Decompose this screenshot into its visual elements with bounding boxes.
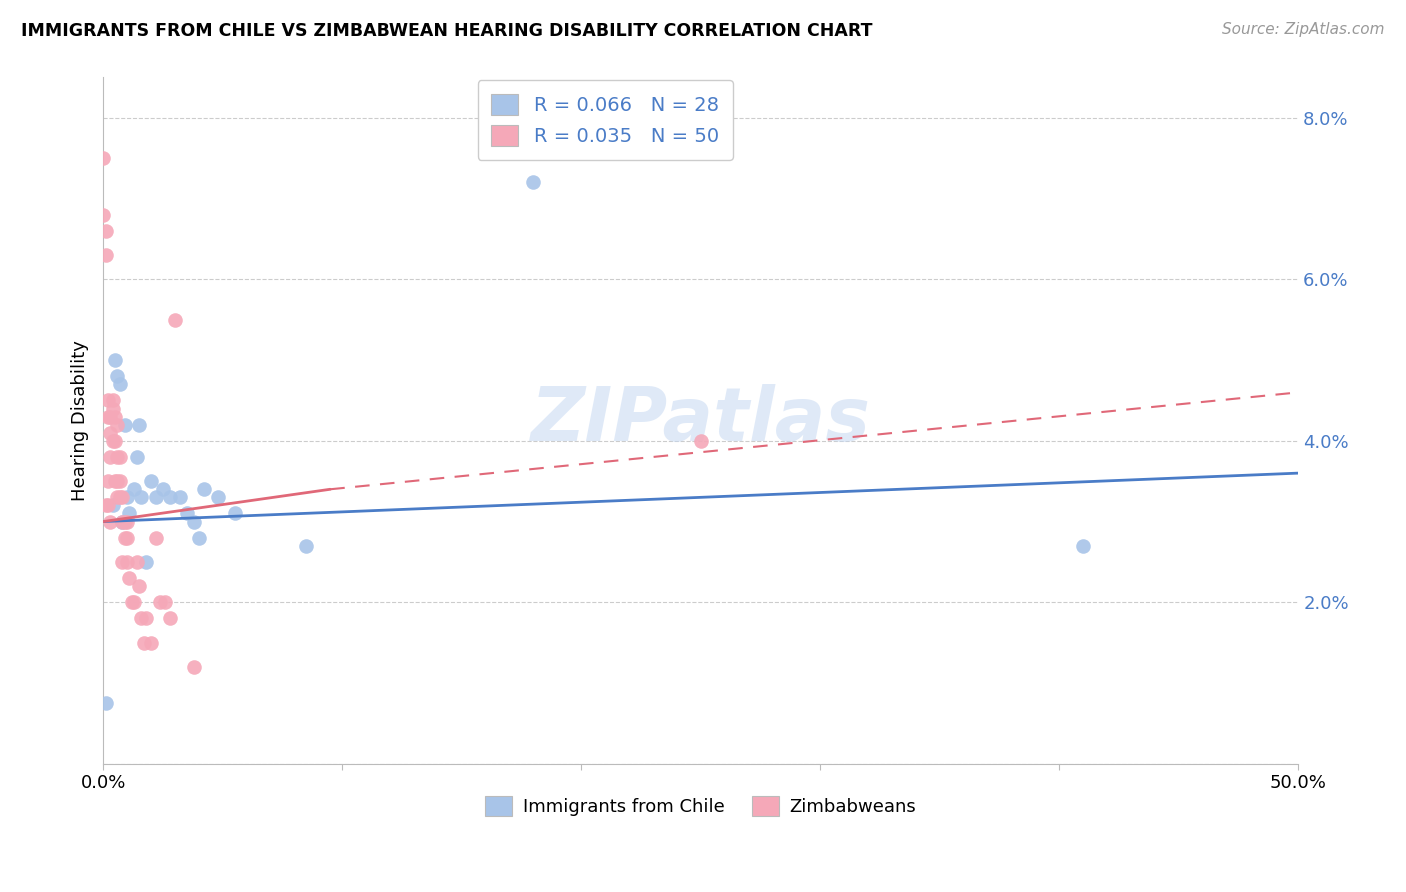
Point (183, 515, 205, 529)
Point (94, 224, 117, 238)
Point (111, 555, 134, 569)
Point (111, 515, 134, 529)
Point (91, 151, 114, 165)
Point (101, 434, 124, 448)
Point (94, 499, 117, 513)
Point (132, 636, 155, 650)
Point (114, 515, 136, 529)
Point (114, 417, 136, 432)
Point (115, 555, 138, 569)
Point (159, 611, 181, 625)
Point (155, 595, 177, 609)
Point (101, 401, 124, 416)
Point (108, 491, 131, 505)
Point (135, 611, 157, 625)
Point (145, 491, 167, 505)
Point (131, 491, 153, 505)
Point (131, 611, 153, 625)
Text: IMMIGRANTS FROM CHILE VS ZIMBABWEAN HEARING DISABILITY CORRELATION CHART: IMMIGRANTS FROM CHILE VS ZIMBABWEAN HEAR… (21, 22, 873, 40)
Point (122, 483, 145, 497)
Point (101, 393, 124, 408)
Point (114, 531, 136, 545)
Text: ZIPatlas: ZIPatlas (530, 384, 870, 457)
Point (104, 353, 127, 368)
Point (115, 531, 138, 545)
Point (193, 483, 215, 497)
Point (104, 434, 127, 448)
Point (94, 248, 117, 262)
Point (139, 636, 162, 650)
Point (149, 595, 172, 609)
Point (128, 417, 150, 432)
Point (159, 491, 181, 505)
Point (121, 595, 143, 609)
Point (98, 409, 121, 424)
Point (183, 660, 205, 674)
Point (107, 417, 129, 432)
Point (522, 176, 544, 190)
Text: Source: ZipAtlas.com: Source: ZipAtlas.com (1222, 22, 1385, 37)
Point (207, 491, 229, 505)
Point (135, 555, 157, 569)
Point (107, 491, 129, 505)
Point (295, 539, 318, 553)
Point (115, 515, 138, 529)
Point (108, 377, 131, 392)
Point (118, 507, 141, 521)
Point (111, 515, 134, 529)
Point (118, 571, 141, 585)
Point (97, 499, 120, 513)
Legend: Immigrants from Chile, Zimbabweans: Immigrants from Chile, Zimbabweans (478, 789, 924, 823)
Point (108, 474, 131, 488)
Point (152, 483, 174, 497)
Point (187, 531, 209, 545)
Point (224, 507, 246, 521)
Point (689, 434, 711, 448)
Point (107, 450, 129, 464)
Point (91, 208, 114, 222)
Point (1071, 539, 1094, 553)
Point (104, 474, 127, 488)
Point (97, 474, 120, 488)
Point (115, 491, 138, 505)
Point (108, 450, 131, 464)
Point (139, 474, 162, 488)
Point (104, 409, 127, 424)
Point (107, 369, 129, 384)
Point (145, 531, 167, 545)
Point (107, 474, 129, 488)
Point (101, 499, 124, 513)
Point (122, 595, 145, 609)
Point (176, 507, 198, 521)
Point (163, 312, 186, 326)
Point (94, 696, 117, 710)
Point (125, 450, 148, 464)
Point (125, 555, 148, 569)
Point (98, 450, 121, 464)
Point (128, 579, 150, 593)
Point (98, 425, 121, 440)
Y-axis label: Hearing Disability: Hearing Disability (72, 340, 89, 501)
Point (97, 409, 120, 424)
Point (98, 515, 121, 529)
Point (97, 393, 120, 408)
Point (111, 491, 134, 505)
Point (169, 491, 191, 505)
